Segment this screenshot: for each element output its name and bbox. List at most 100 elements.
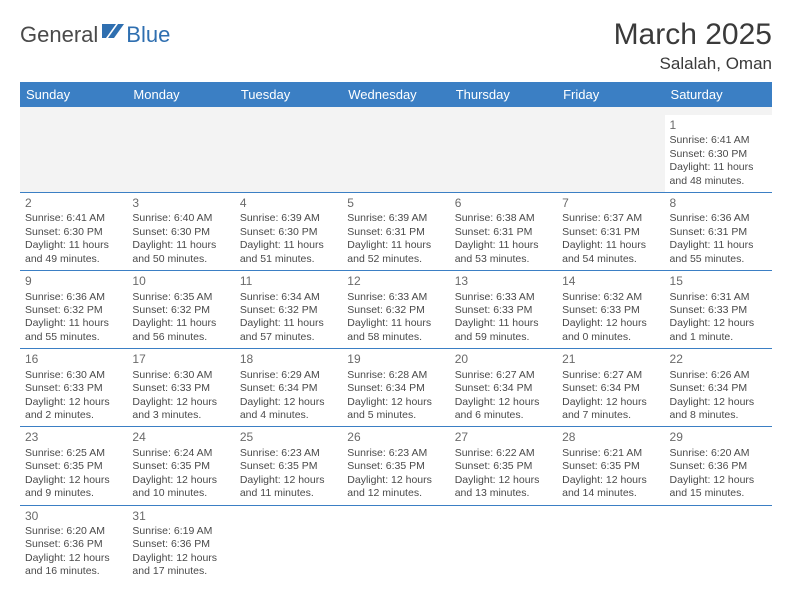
logo-text-blue: Blue xyxy=(126,22,170,48)
day-number: 14 xyxy=(562,274,659,289)
day-number: 10 xyxy=(132,274,229,289)
sunrise-text: Sunrise: 6:20 AM xyxy=(25,525,122,538)
calendar-empty-cell xyxy=(557,115,664,193)
daylight-text-2: and 16 minutes. xyxy=(25,565,122,578)
sunrise-text: Sunrise: 6:36 AM xyxy=(670,212,767,225)
daylight-text-2: and 55 minutes. xyxy=(670,253,767,266)
day-number: 30 xyxy=(25,509,122,524)
day-number: 25 xyxy=(240,430,337,445)
calendar-week-row: 23Sunrise: 6:25 AMSunset: 6:35 PMDayligh… xyxy=(20,427,772,505)
sunset-text: Sunset: 6:32 PM xyxy=(240,304,337,317)
calendar-day-cell: 11Sunrise: 6:34 AMSunset: 6:32 PMDayligh… xyxy=(235,271,342,349)
daylight-text: Daylight: 11 hours xyxy=(670,239,767,252)
daylight-text: Daylight: 11 hours xyxy=(455,239,552,252)
sunrise-text: Sunrise: 6:24 AM xyxy=(132,447,229,460)
calendar-day-cell: 24Sunrise: 6:24 AMSunset: 6:35 PMDayligh… xyxy=(127,427,234,505)
sunrise-text: Sunrise: 6:36 AM xyxy=(25,291,122,304)
calendar-empty-cell xyxy=(20,115,127,193)
day-number: 8 xyxy=(670,196,767,211)
sunset-text: Sunset: 6:36 PM xyxy=(25,538,122,551)
calendar-day-cell: 17 Sunrise: 6:30 AMSunset: 6:33 PMDayligh… xyxy=(127,349,234,427)
sunset-text: Sunset: 6:30 PM xyxy=(132,226,229,239)
weekday-header: Thursday xyxy=(450,82,557,107)
sunset-text: Sunset: 6:32 PM xyxy=(25,304,122,317)
day-number: 24 xyxy=(132,430,229,445)
sunrise-text: Sunrise: 6:23 AM xyxy=(240,447,337,460)
sunset-text: Sunset: 6:35 PM xyxy=(562,460,659,473)
calendar-empty-cell xyxy=(450,505,557,583)
weekday-header: Tuesday xyxy=(235,82,342,107)
day-number: 1 xyxy=(670,118,767,133)
day-number: 3 xyxy=(132,196,229,211)
sunrise-text: Sunrise: 6:22 AM xyxy=(455,447,552,460)
day-number: 31 xyxy=(132,509,229,524)
daylight-text-2: and 6 minutes. xyxy=(455,409,552,422)
day-number: 17 xyxy=(132,352,229,367)
calendar-day-cell: 15Sunrise: 6:31 AMSunset: 6:33 PMDayligh… xyxy=(665,271,772,349)
calendar-empty-cell xyxy=(342,505,449,583)
daylight-text-2: and 54 minutes. xyxy=(562,253,659,266)
day-number: 20 xyxy=(455,352,552,367)
day-number: 7 xyxy=(562,196,659,211)
sunset-text: Sunset: 6:34 PM xyxy=(562,382,659,395)
sunset-text: Sunset: 6:33 PM xyxy=(455,304,552,317)
daylight-text-2: and 10 minutes. xyxy=(132,487,229,500)
calendar-day-cell: 7Sunrise: 6:37 AMSunset: 6:31 PMDaylight… xyxy=(557,193,664,271)
daylight-text: Daylight: 11 hours xyxy=(455,317,552,330)
sunset-text: Sunset: 6:36 PM xyxy=(132,538,229,551)
calendar-day-cell: 26Sunrise: 6:23 AMSunset: 6:35 PMDayligh… xyxy=(342,427,449,505)
logo: General Blue xyxy=(20,22,170,48)
calendar-empty-cell xyxy=(665,505,772,583)
flag-icon xyxy=(102,22,124,45)
calendar-empty-cell xyxy=(235,115,342,193)
sunrise-text: Sunrise: 6:39 AM xyxy=(347,212,444,225)
sunrise-text: Sunrise: 6:38 AM xyxy=(455,212,552,225)
day-number: 16 xyxy=(25,352,122,367)
day-number: 6 xyxy=(455,196,552,211)
calendar-week-row: 2Sunrise: 6:41 AMSunset: 6:30 PMDaylight… xyxy=(20,193,772,271)
calendar-day-cell: 19Sunrise: 6:28 AMSunset: 6:34 PMDayligh… xyxy=(342,349,449,427)
sunset-text: Sunset: 6:34 PM xyxy=(670,382,767,395)
daylight-text-2: and 57 minutes. xyxy=(240,331,337,344)
daylight-text: Daylight: 11 hours xyxy=(347,317,444,330)
header: General Blue March 2025 Salalah, Oman xyxy=(20,18,772,74)
day-number: 26 xyxy=(347,430,444,445)
sunrise-text: Sunrise: 6:19 AM xyxy=(132,525,229,538)
daylight-text-2: and 55 minutes. xyxy=(25,331,122,344)
sunrise-text: Sunrise: 6:41 AM xyxy=(670,134,767,147)
sunrise-text: Sunrise: 6:39 AM xyxy=(240,212,337,225)
calendar-day-cell: 8Sunrise: 6:36 AMSunset: 6:31 PMDaylight… xyxy=(665,193,772,271)
calendar-day-cell: 30Sunrise: 6:20 AMSunset: 6:36 PMDayligh… xyxy=(20,505,127,583)
calendar-table: SundayMondayTuesdayWednesdayThursdayFrid… xyxy=(20,82,772,583)
daylight-text: Daylight: 12 hours xyxy=(132,396,229,409)
weekday-header: Sunday xyxy=(20,82,127,107)
sunrise-text: Sunrise: 6:25 AM xyxy=(25,447,122,460)
day-number: 2 xyxy=(25,196,122,211)
daylight-text-2: and 52 minutes. xyxy=(347,253,444,266)
daylight-text: Daylight: 11 hours xyxy=(25,239,122,252)
calendar-day-cell: 22Sunrise: 6:26 AMSunset: 6:34 PMDayligh… xyxy=(665,349,772,427)
daylight-text-2: and 58 minutes. xyxy=(347,331,444,344)
sunset-text: Sunset: 6:31 PM xyxy=(562,226,659,239)
calendar-empty-cell xyxy=(235,505,342,583)
calendar-day-cell: 2Sunrise: 6:41 AMSunset: 6:30 PMDaylight… xyxy=(20,193,127,271)
sunset-text: Sunset: 6:31 PM xyxy=(347,226,444,239)
sunrise-text: Sunrise: 6:26 AM xyxy=(670,369,767,382)
sunrise-text: Sunrise: 6:34 AM xyxy=(240,291,337,304)
sunrise-text: Sunrise: 6:30 AM xyxy=(132,369,229,382)
weekday-header-row: SundayMondayTuesdayWednesdayThursdayFrid… xyxy=(20,82,772,107)
sunset-text: Sunset: 6:33 PM xyxy=(132,382,229,395)
calendar-day-cell: 6Sunrise: 6:38 AMSunset: 6:31 PMDaylight… xyxy=(450,193,557,271)
daylight-text: Daylight: 11 hours xyxy=(240,239,337,252)
day-number: 11 xyxy=(240,274,337,289)
calendar-day-cell: 5Sunrise: 6:39 AMSunset: 6:31 PMDaylight… xyxy=(342,193,449,271)
weekday-header: Saturday xyxy=(665,82,772,107)
daylight-text: Daylight: 12 hours xyxy=(347,474,444,487)
sunset-text: Sunset: 6:36 PM xyxy=(670,460,767,473)
calendar-empty-cell xyxy=(450,115,557,193)
calendar-week-row: 30Sunrise: 6:20 AMSunset: 6:36 PMDayligh… xyxy=(20,505,772,583)
daylight-text: Daylight: 11 hours xyxy=(347,239,444,252)
daylight-text: Daylight: 12 hours xyxy=(347,396,444,409)
daylight-text-2: and 1 minute. xyxy=(670,331,767,344)
sunrise-text: Sunrise: 6:27 AM xyxy=(455,369,552,382)
